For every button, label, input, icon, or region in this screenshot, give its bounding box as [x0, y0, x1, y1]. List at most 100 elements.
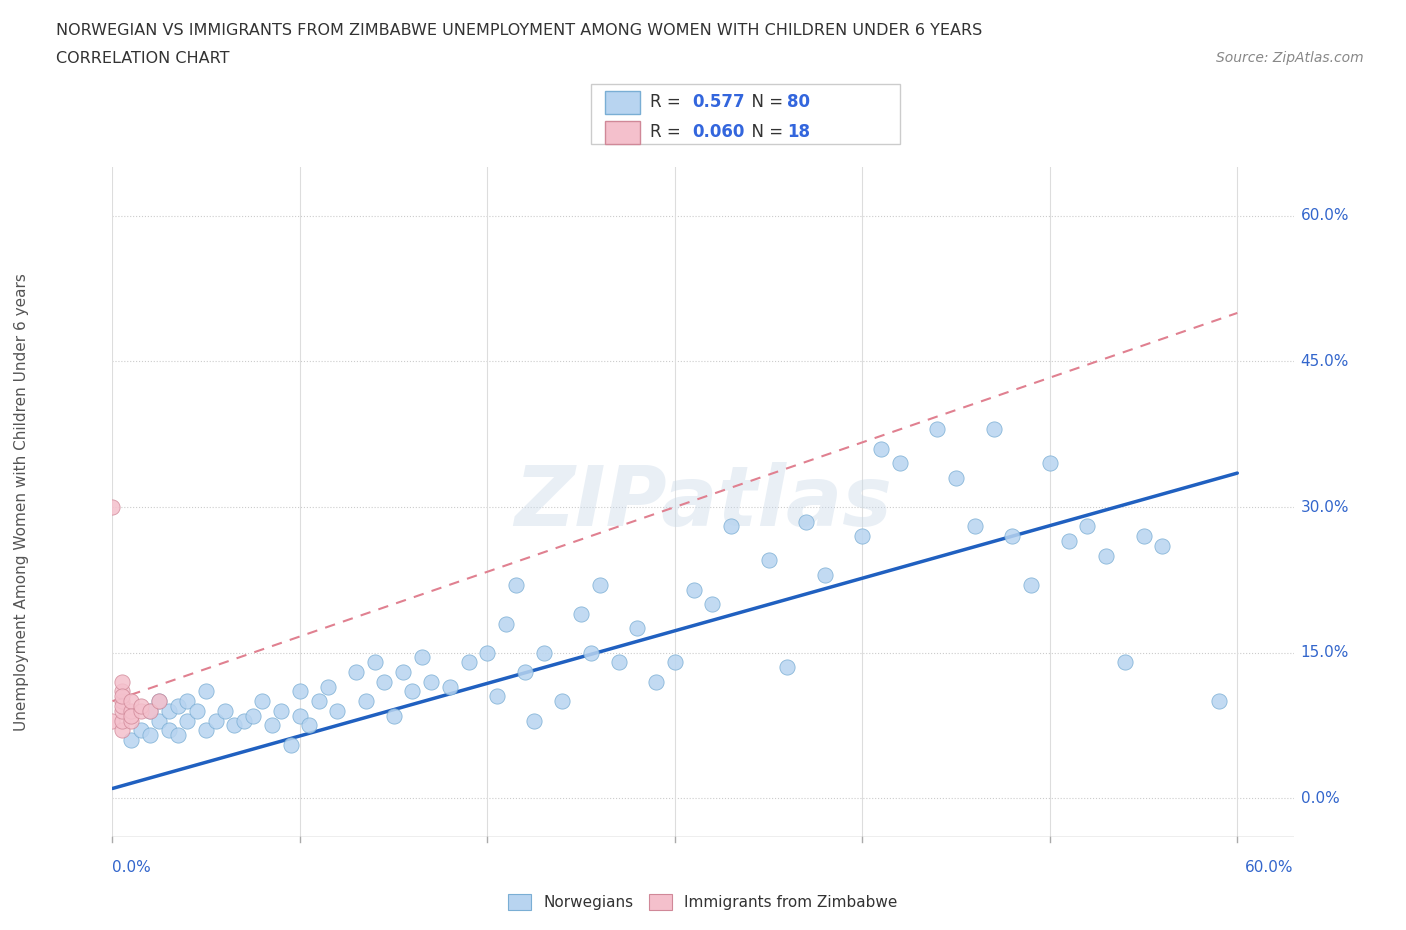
- Text: ZIPatlas: ZIPatlas: [515, 461, 891, 543]
- Text: 15.0%: 15.0%: [1301, 645, 1348, 660]
- Text: Source: ZipAtlas.com: Source: ZipAtlas.com: [1216, 51, 1364, 65]
- Point: [308, 694, 330, 709]
- Point: [505, 578, 527, 592]
- Point: [148, 713, 170, 728]
- Point: [120, 694, 142, 709]
- Text: 80: 80: [787, 93, 810, 111]
- Point: [1019, 578, 1042, 592]
- Point: [382, 709, 405, 724]
- Point: [373, 674, 395, 689]
- Point: [260, 718, 283, 733]
- Point: [111, 703, 134, 718]
- Point: [195, 684, 218, 698]
- Point: [1208, 694, 1230, 709]
- Point: [111, 723, 134, 737]
- Point: [1039, 456, 1062, 471]
- Point: [364, 655, 387, 670]
- Text: 0.060: 0.060: [692, 124, 744, 141]
- Text: R =: R =: [650, 124, 686, 141]
- Point: [927, 422, 949, 437]
- Point: [344, 665, 367, 680]
- Point: [776, 659, 799, 674]
- Point: [551, 694, 574, 709]
- Point: [889, 456, 911, 471]
- Point: [176, 694, 198, 709]
- Point: [148, 694, 170, 709]
- Point: [232, 713, 254, 728]
- Point: [533, 645, 555, 660]
- Point: [626, 621, 648, 636]
- Point: [1114, 655, 1136, 670]
- Text: 18: 18: [787, 124, 810, 141]
- Point: [111, 674, 134, 689]
- Point: [167, 698, 190, 713]
- Point: [242, 709, 264, 724]
- Legend: Norwegians, Immigrants from Zimbabwe: Norwegians, Immigrants from Zimbabwe: [502, 888, 904, 916]
- Point: [702, 597, 724, 612]
- Point: [288, 684, 311, 698]
- Point: [794, 514, 817, 529]
- Text: 0.0%: 0.0%: [1301, 790, 1340, 805]
- Point: [477, 645, 499, 660]
- Point: [645, 674, 668, 689]
- Text: 60.0%: 60.0%: [1301, 208, 1348, 223]
- Point: [120, 703, 142, 718]
- Point: [270, 703, 292, 718]
- Point: [1076, 519, 1098, 534]
- Point: [298, 718, 321, 733]
- Point: [120, 713, 142, 728]
- Text: 30.0%: 30.0%: [1301, 499, 1348, 514]
- Point: [945, 471, 967, 485]
- Point: [758, 553, 780, 568]
- Point: [401, 684, 423, 698]
- Point: [513, 665, 536, 680]
- Point: [111, 689, 134, 704]
- Text: Unemployment Among Women with Children Under 6 years: Unemployment Among Women with Children U…: [14, 273, 28, 731]
- Point: [1132, 529, 1154, 544]
- Point: [195, 723, 218, 737]
- Text: R =: R =: [650, 93, 686, 111]
- Point: [120, 733, 142, 748]
- Point: [485, 689, 508, 704]
- Point: [176, 713, 198, 728]
- Point: [129, 698, 152, 713]
- Point: [569, 606, 592, 621]
- Point: [280, 737, 302, 752]
- Point: [720, 519, 742, 534]
- Point: [129, 703, 152, 718]
- Point: [101, 499, 124, 514]
- Point: [214, 703, 236, 718]
- Point: [1001, 529, 1024, 544]
- Point: [664, 655, 686, 670]
- Point: [1095, 548, 1118, 563]
- Point: [111, 694, 134, 709]
- Point: [288, 709, 311, 724]
- Point: [139, 703, 162, 718]
- Point: [111, 684, 134, 698]
- Point: [204, 713, 226, 728]
- Point: [963, 519, 986, 534]
- Point: [186, 703, 208, 718]
- Text: N =: N =: [741, 93, 789, 111]
- Point: [101, 713, 124, 728]
- Text: 45.0%: 45.0%: [1301, 354, 1348, 369]
- Point: [814, 567, 837, 582]
- Point: [523, 713, 546, 728]
- Point: [129, 723, 152, 737]
- Point: [682, 582, 704, 597]
- Point: [252, 694, 274, 709]
- Point: [120, 709, 142, 724]
- Point: [851, 529, 873, 544]
- Point: [157, 723, 180, 737]
- Point: [139, 727, 162, 742]
- Text: 0.0%: 0.0%: [112, 860, 152, 875]
- Point: [354, 694, 377, 709]
- Point: [411, 650, 433, 665]
- Point: [439, 679, 461, 694]
- Point: [157, 703, 180, 718]
- Point: [392, 665, 415, 680]
- Text: NORWEGIAN VS IMMIGRANTS FROM ZIMBABWE UNEMPLOYMENT AMONG WOMEN WITH CHILDREN UND: NORWEGIAN VS IMMIGRANTS FROM ZIMBABWE UN…: [56, 23, 983, 38]
- Point: [111, 698, 134, 713]
- Point: [139, 703, 162, 718]
- Point: [420, 674, 443, 689]
